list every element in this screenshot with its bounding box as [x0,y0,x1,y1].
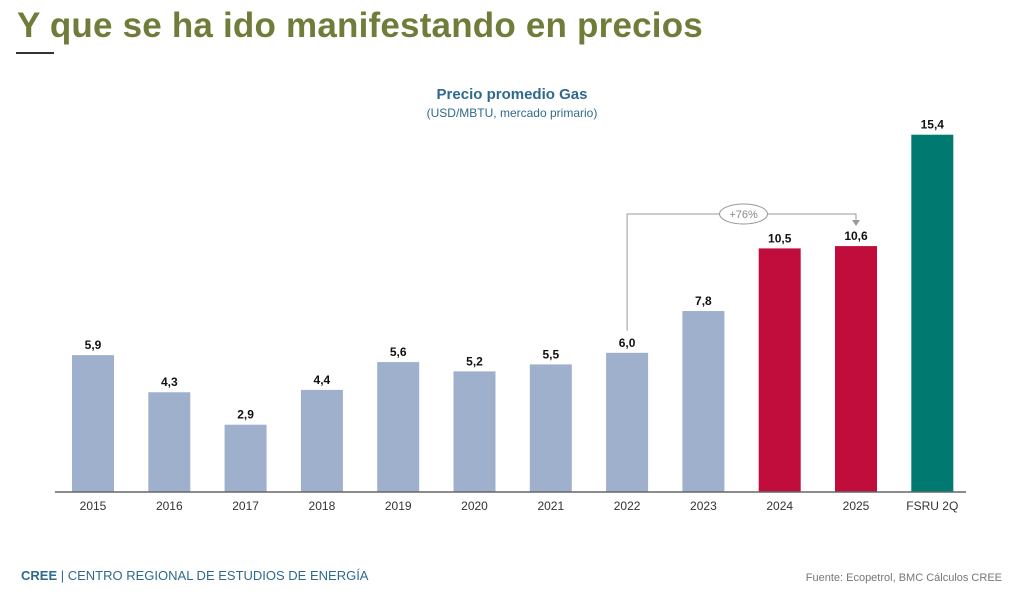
x-tick-label: 2022 [614,499,641,513]
title-underline [16,52,54,54]
bar-2024 [758,248,801,492]
footer-organization: CREE | CENTRO REGIONAL DE ESTUDIOS DE EN… [21,568,368,583]
x-tick-label: 2021 [537,499,564,513]
arrow-down-icon [852,220,860,226]
bar-2021 [529,364,572,492]
x-tick-label: 2025 [843,499,870,513]
x-tick-label: 2024 [766,499,793,513]
source-note: Fuente: Ecopetrol, BMC Cálculos CREE [805,572,1002,584]
data-label: 10,5 [768,231,792,245]
bar-2022 [606,352,649,492]
data-label: 5,2 [466,354,483,368]
x-tick-label: 2017 [232,499,259,513]
data-label: 5,5 [542,347,559,361]
data-label: 4,4 [314,373,331,387]
bar-2020 [453,371,496,492]
data-label: 6,0 [619,336,636,350]
bar-2017 [224,424,267,492]
data-label: 5,6 [390,345,407,359]
annotation-badge [719,203,769,225]
bar-2015 [72,355,114,492]
data-label: 4,3 [161,375,178,389]
x-tick-label: 2018 [309,499,336,513]
bar-fsru-2q [911,134,954,492]
annotation-bracket [626,213,857,331]
data-label: 15,4 [921,118,945,132]
x-tick-label: 2019 [385,499,412,513]
chart-subtitle: (USD/MBTU, mercado primario) [426,106,598,120]
page-title: Y que se ha ido manifestando en precios [17,6,703,45]
x-tick-label: 2016 [156,499,183,513]
data-label: 7,8 [695,294,712,308]
organization-name: | CENTRO REGIONAL DE ESTUDIOS DE ENERGÍA [60,568,369,583]
bar-2016 [148,392,191,492]
chart-title: Precio promedio Gas [436,86,588,103]
bar-2023 [682,311,725,492]
annotation-text: +76% [729,209,758,221]
x-tick-label: FSRU 2Q [906,499,958,513]
x-tick-label: 2020 [461,499,488,513]
data-label: 2,9 [237,408,254,422]
cree-logo: CREE [21,568,58,583]
data-label: 5,9 [85,338,102,352]
bar-2025 [835,246,877,492]
data-label: 10,6 [844,229,868,243]
bar-2019 [377,362,420,492]
x-tick-label: 2015 [80,499,107,513]
x-tick-label: 2023 [690,499,717,513]
bar-2018 [300,389,343,492]
